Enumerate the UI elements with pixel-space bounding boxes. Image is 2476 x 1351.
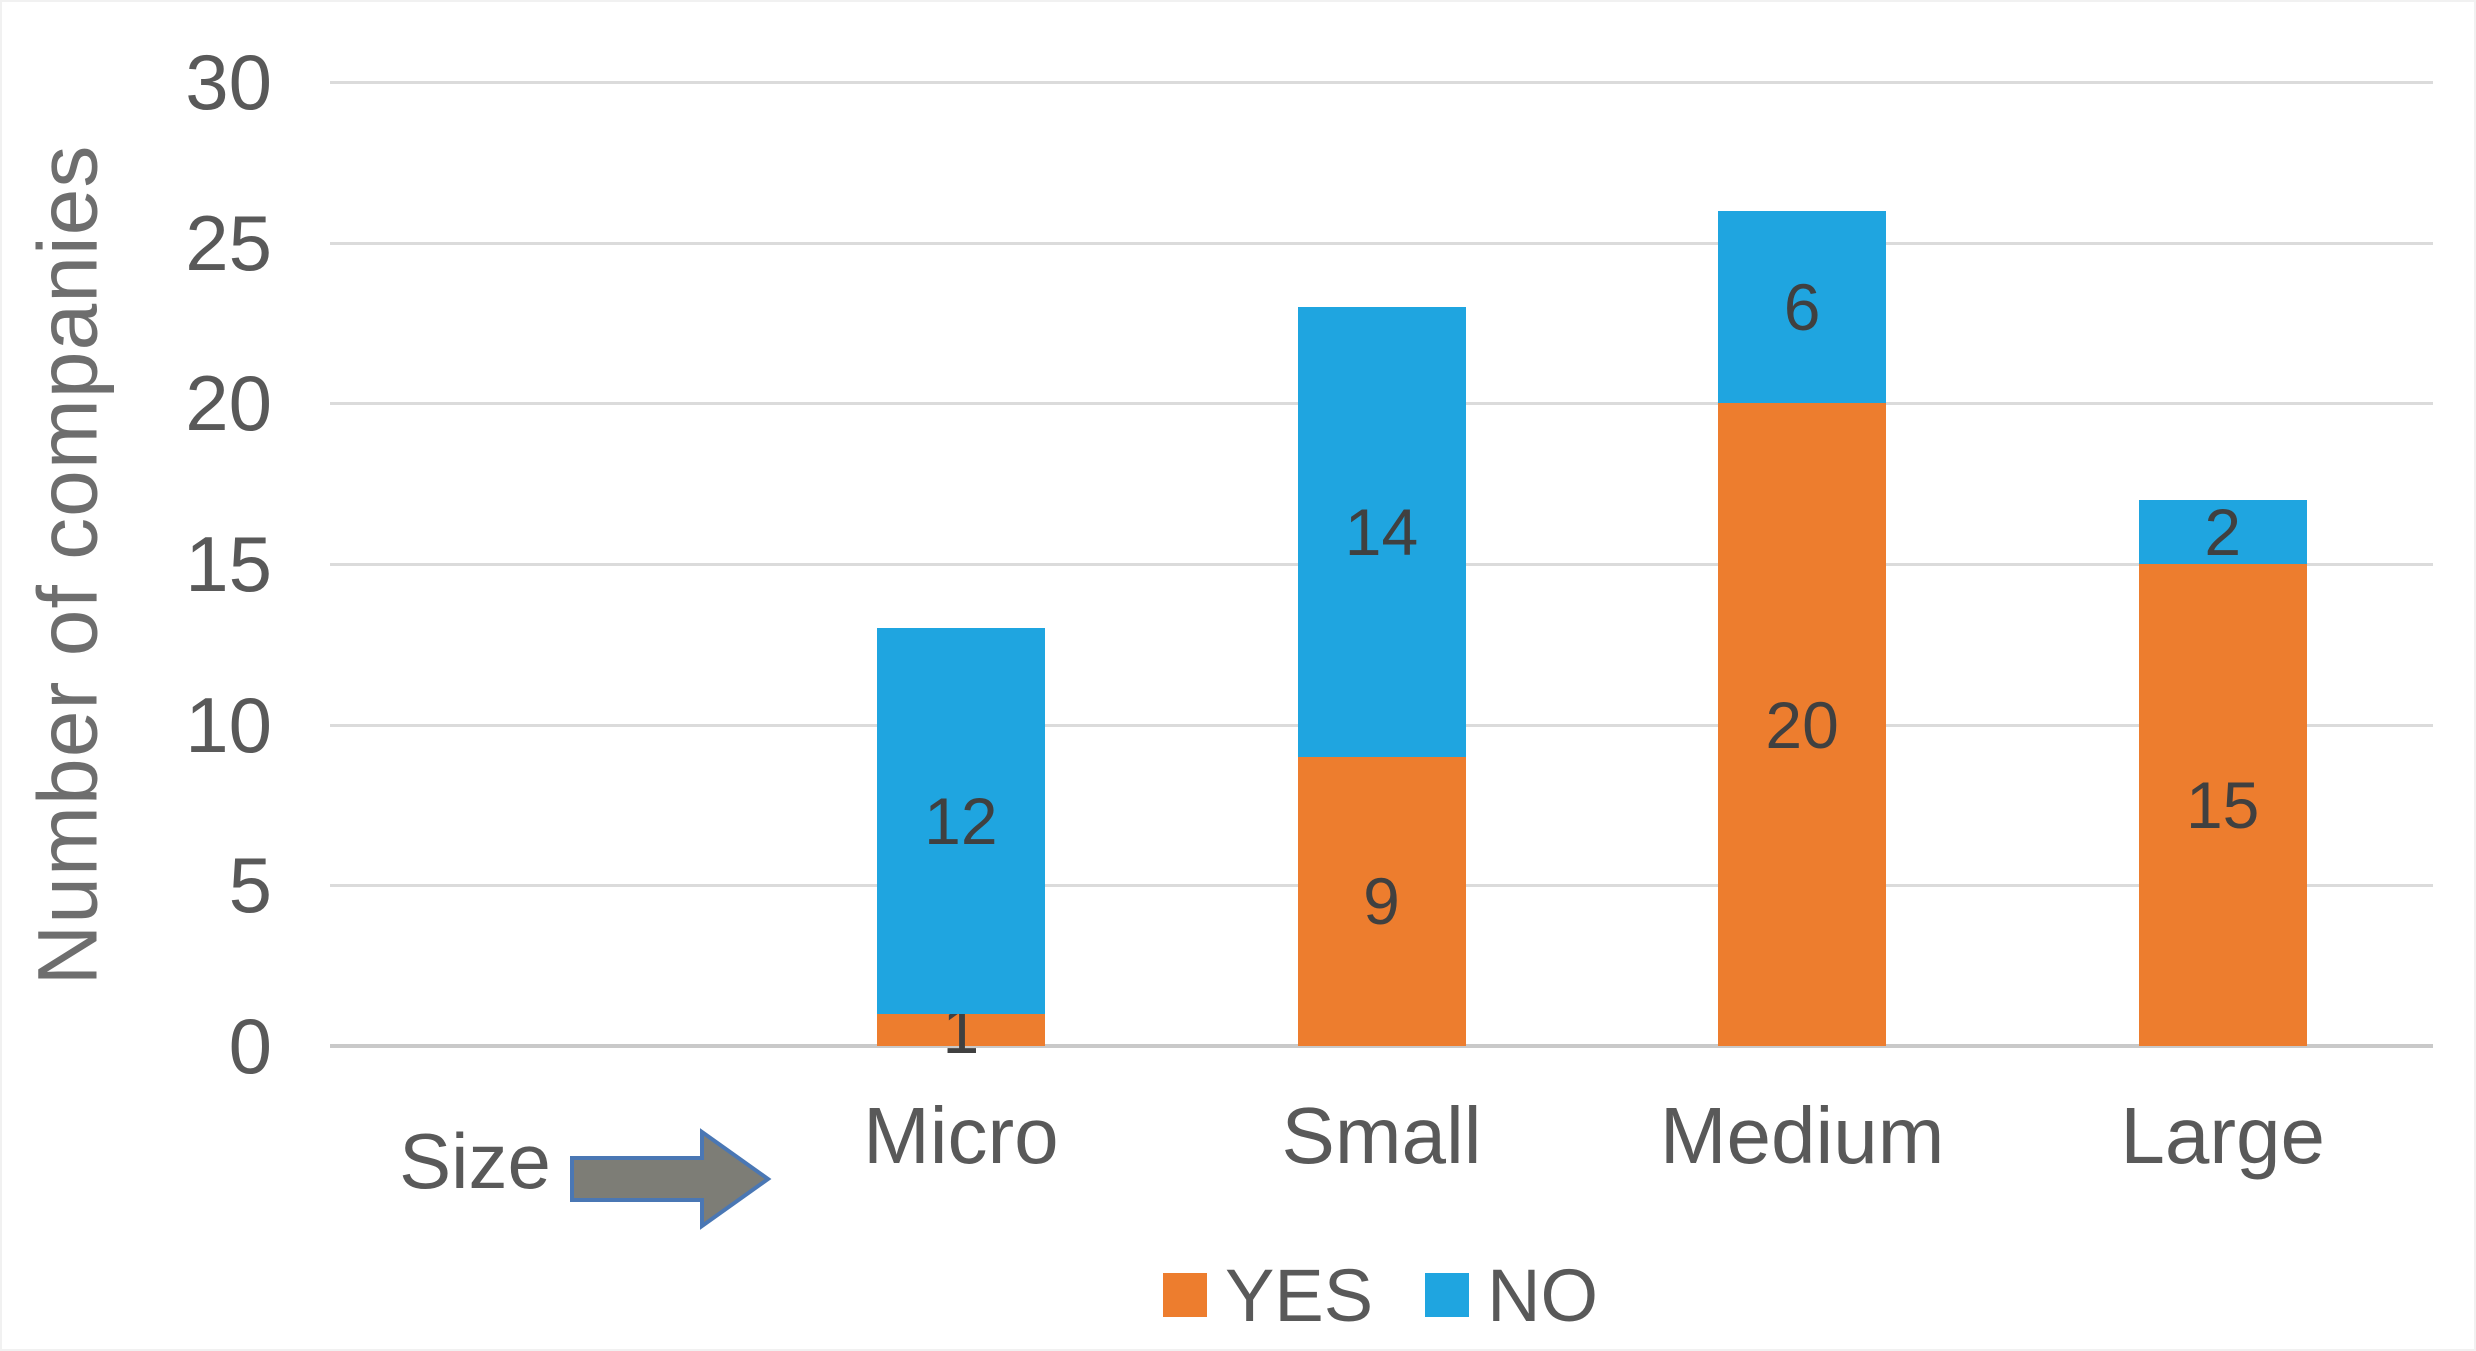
y-tick-label: 30 <box>185 38 272 126</box>
data-label-no-micro: 12 <box>924 784 998 859</box>
bar-segment-yes-small: 9 <box>1297 756 1466 1046</box>
size-label: Size <box>399 1117 551 1205</box>
data-label-no-medium: 6 <box>1783 269 1821 344</box>
bar-segment-yes-medium: 20 <box>1718 403 1887 1046</box>
legend-label-no: NO <box>1487 1253 1599 1337</box>
x-category-label-small: Small <box>1281 1091 1482 1180</box>
x-axis-line <box>330 1044 2433 1048</box>
x-axis-size-annotation: Size <box>380 1090 774 1232</box>
bar-segment-yes-large: 15 <box>2138 564 2307 1046</box>
legend-item-no: NO <box>1425 1253 1598 1338</box>
bar-segment-no-medium: 6 <box>1718 210 1887 404</box>
legend-item-yes: YES <box>1163 1253 1373 1338</box>
data-label-no-large: 2 <box>2204 494 2242 569</box>
y-tick-label: 10 <box>185 680 272 769</box>
gridline <box>330 81 2433 84</box>
bar-segment-yes-micro: 1 <box>876 997 1045 1063</box>
gridline <box>330 241 2433 245</box>
x-category-label-micro: Micro <box>863 1091 1059 1180</box>
right-arrow-icon <box>570 1128 772 1230</box>
y-tick-label: 20 <box>185 359 272 448</box>
bar-segment-no-small: 14 <box>1297 306 1466 757</box>
x-category-label-large: Large <box>2120 1091 2325 1180</box>
legend-swatch-yes <box>1163 1273 1207 1317</box>
legend-label-yes: YES <box>1225 1253 1374 1337</box>
y-tick-label: 5 <box>228 841 272 930</box>
right-arrow-shape <box>570 1128 772 1230</box>
y-tick-label: 25 <box>185 198 272 287</box>
data-label-yes-large: 15 <box>2185 768 2260 842</box>
y-tick-label: 15 <box>185 520 272 608</box>
chart-legend: YES NO <box>1163 1250 1598 1340</box>
x-category-label-medium: Medium <box>1659 1091 1945 1180</box>
bar-segment-no-large: 2 <box>2138 494 2307 569</box>
data-label-no-small: 14 <box>1344 494 1419 569</box>
bar-segment-no-micro: 12 <box>876 628 1045 1014</box>
y-tick-label: 0 <box>228 1002 272 1090</box>
legend-swatch-no <box>1425 1273 1470 1317</box>
data-label-yes-medium: 20 <box>1765 687 1839 762</box>
data-label-yes-small: 9 <box>1363 864 1400 939</box>
